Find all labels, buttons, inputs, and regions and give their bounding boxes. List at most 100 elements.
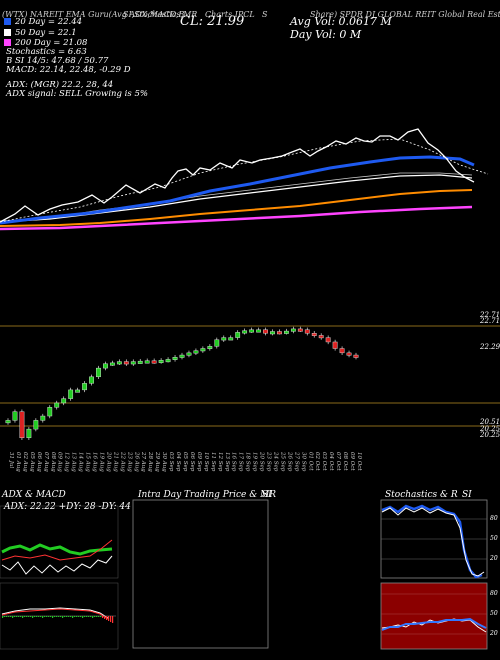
macd-hist-bar: [52, 616, 54, 618]
macd-hist-bar: [22, 616, 24, 618]
day-volume: Day Vol: 0 M: [290, 28, 362, 41]
date-axis: 31 Jul 01 Aug 02 Aug 05 Aug 06 Aug 07 Aug 08 A…: [8, 451, 362, 472]
candle-body: [54, 402, 60, 408]
macd-hist-bar: [90, 616, 92, 617]
adx-readout: ADX: (MGR) 22.2, 28, 44: [6, 80, 114, 90]
macd-hist-bar: [110, 616, 112, 622]
date-tick-label: 25 Sep: [279, 451, 285, 472]
date-tick-label: 19 Sep: [252, 452, 258, 472]
candle-body: [325, 337, 331, 343]
stoch-tick-50: 50: [490, 535, 498, 542]
candle-body: [179, 354, 185, 358]
candle-body: [332, 341, 338, 349]
candle-body: [144, 360, 150, 364]
candle-body: [68, 389, 74, 399]
adx-signal: ADX signal: SELL Growing is 5%: [6, 89, 148, 99]
date-tick-label: 02 Oct: [314, 452, 320, 471]
date-tick-label: 27 Sep: [293, 451, 299, 472]
adx-red-line: [1, 539, 113, 561]
macd-hist-bar: [56, 616, 58, 617]
date-tick-label: 29 Aug: [154, 451, 160, 472]
price-label-6: 20.25: [480, 431, 500, 439]
stoch-white-line: [381, 507, 485, 577]
date-tick-label: 23 Sep: [266, 451, 272, 472]
candle-body: [277, 331, 282, 335]
candle-body: [19, 411, 25, 439]
candle-body: [5, 420, 11, 424]
legend-200day: 200 Day = 21.08: [4, 38, 87, 48]
macd-hist-bar: [104, 616, 106, 619]
candle-body: [158, 360, 164, 363]
macd-hist-bar: [34, 616, 36, 617]
candle-body: [12, 411, 18, 421]
macd-hist-bar: [82, 616, 84, 618]
legend-20day-label: 20 Day = 22.44: [15, 17, 83, 27]
candle-body: [61, 398, 67, 404]
date-tick-label: 05 Sep: [182, 452, 188, 472]
rsi-tick-50: 50: [490, 610, 498, 617]
macd-hist-bar: [60, 616, 62, 617]
header-sep: S: [262, 10, 268, 19]
macd-hist-bar: [38, 616, 40, 617]
date-tick-label: 20 Sep: [259, 451, 265, 472]
candle-body: [33, 420, 39, 430]
header-left: (WTX) NAREIT EMA Guru(Avg ADX,MACD,B: [2, 10, 185, 19]
macd-lines: [1, 607, 116, 623]
candle-body: [151, 360, 157, 364]
bb-readout: B SI 14/5: 47.68 / 50.77: [6, 56, 109, 66]
candle-body: [200, 348, 206, 352]
candle-body: [96, 367, 101, 378]
macd-hist-bar: [8, 616, 10, 617]
price-dotted-line: [0, 138, 489, 223]
stoch-si: SI: [462, 490, 472, 500]
candle-body: [130, 361, 136, 365]
price-label-3: 22.29: [480, 343, 500, 351]
rsi-tick-80: 80: [490, 590, 498, 597]
date-tick-label: 24 Sep: [272, 451, 278, 472]
date-tick-label: 28 Aug: [147, 451, 153, 472]
price-label-4: 20.51: [480, 418, 500, 426]
macd-hist-bar: [14, 616, 16, 617]
candle-body: [82, 383, 87, 391]
candle-body: [284, 330, 289, 334]
macd-hist-bar: [36, 616, 38, 617]
candle-body: [270, 331, 275, 335]
legend-50day-label: 50 Day = 22.1: [15, 28, 77, 38]
candle-body: [263, 329, 268, 334]
date-tick-label: 08 Aug: [50, 452, 56, 472]
candle-body: [109, 362, 115, 366]
intraday-frame: [132, 499, 269, 649]
date-tick-label: 06 Sep: [189, 452, 195, 472]
candle-body: [346, 352, 352, 356]
date-tick-label: 03 Sep: [168, 452, 174, 472]
date-tick-label: 13 Aug: [71, 452, 77, 472]
date-tick-label: 10 Oct: [356, 452, 362, 471]
candle-body: [221, 337, 227, 341]
date-tick-label: 19 Aug: [98, 452, 104, 472]
candle-body: [318, 335, 324, 339]
macd-hist-bar: [58, 616, 60, 617]
header-right: Share) SPDR DJ GLOBAL REIT Global Real E…: [310, 10, 500, 19]
candle-body: [26, 428, 32, 439]
macd-hist-bar: [66, 616, 68, 617]
macd-hist-bar: [30, 616, 32, 617]
candle-body: [172, 357, 178, 360]
macd-white-line: [1, 607, 109, 619]
candle-body: [256, 329, 261, 333]
candle-body: [116, 361, 122, 365]
macd-hist-bar: [64, 616, 66, 617]
date-tick-label: 30 Sep: [300, 452, 306, 472]
macd-hist-bar: [10, 616, 12, 617]
macd-hist-bar: [68, 616, 70, 617]
date-tick-label: 13 Sep: [224, 452, 230, 472]
candle-body: [123, 361, 129, 365]
macd-hist-bar: [28, 616, 30, 617]
candle-body: [242, 330, 248, 334]
date-tick-label: 01 Aug: [15, 452, 21, 472]
adx-frame: [0, 505, 119, 579]
candle-body: [290, 328, 296, 332]
macd-readout: MACD: 22.14, 22.48, -0.29 D: [6, 65, 131, 75]
price-label-5: 20.25: [480, 425, 500, 433]
candle-body: [89, 376, 94, 384]
